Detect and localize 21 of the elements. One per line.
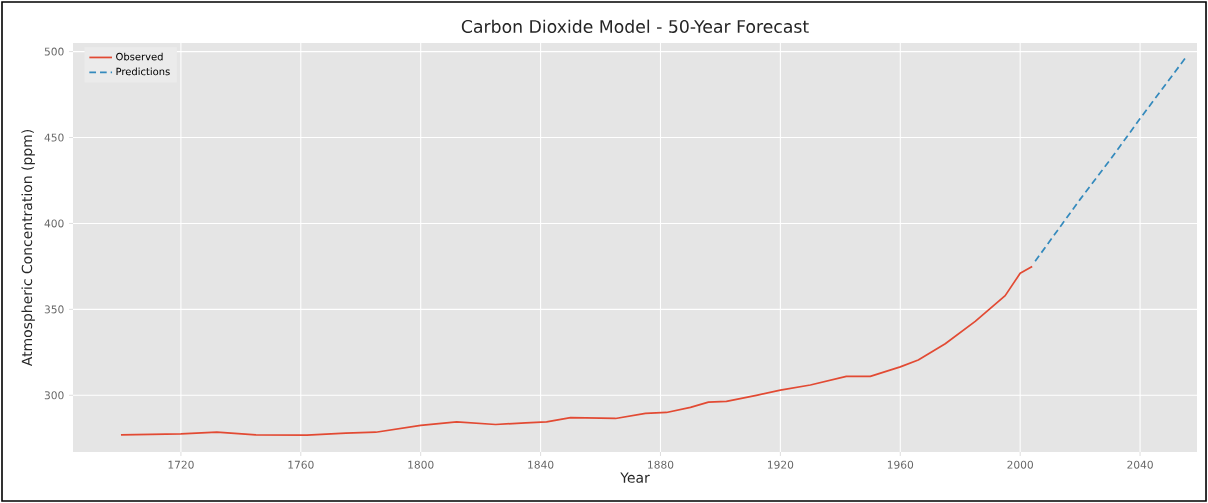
x-axis-title: Year — [620, 472, 650, 483]
x-tick-label: 1880 — [648, 460, 674, 469]
x-tick-label: 1840 — [528, 460, 554, 469]
line-series — [1034, 57, 1186, 263]
x-tick-label: 1760 — [288, 460, 314, 469]
y-tick-label: 400 — [44, 219, 64, 228]
y-tick-label: 350 — [44, 305, 64, 314]
x-tick-label: 2040 — [1127, 460, 1153, 469]
y-tick-label: 450 — [44, 133, 64, 142]
chart-title: Carbon Dioxide Model - 50-Year Forecast — [461, 19, 809, 34]
x-tick-label: 1920 — [768, 460, 794, 469]
y-axis-title: Atmospheric Concentration (ppm) — [21, 129, 35, 367]
x-tick-label: 2000 — [1007, 460, 1033, 469]
y-tick-label: 500 — [44, 47, 64, 56]
x-tick-label: 1720 — [168, 460, 194, 469]
line-series — [120, 265, 1034, 437]
legend-label: Observed — [116, 52, 163, 61]
legend-label: Predictions — [116, 67, 170, 76]
x-tick-label: 1960 — [887, 460, 914, 469]
y-tick-label: 300 — [44, 391, 64, 400]
x-tick-label: 1800 — [408, 460, 434, 469]
